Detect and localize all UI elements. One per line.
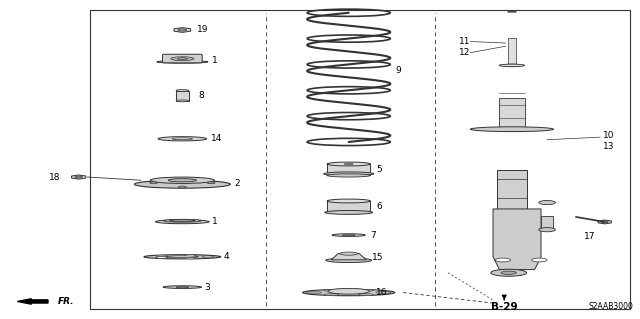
- Ellipse shape: [166, 256, 198, 258]
- FancyArrow shape: [17, 299, 48, 304]
- Ellipse shape: [75, 176, 83, 178]
- Ellipse shape: [170, 220, 195, 222]
- Text: 18: 18: [49, 173, 61, 182]
- Ellipse shape: [376, 292, 391, 293]
- Ellipse shape: [178, 29, 187, 31]
- Ellipse shape: [179, 186, 186, 188]
- Ellipse shape: [324, 172, 374, 176]
- FancyBboxPatch shape: [163, 54, 202, 63]
- Ellipse shape: [171, 57, 194, 61]
- Text: S2AAB3000: S2AAB3000: [589, 302, 634, 311]
- Ellipse shape: [532, 258, 547, 262]
- Text: 7: 7: [370, 231, 376, 240]
- Text: 8: 8: [198, 91, 204, 100]
- Ellipse shape: [324, 289, 339, 291]
- Ellipse shape: [158, 137, 207, 141]
- Ellipse shape: [326, 258, 372, 263]
- Ellipse shape: [157, 61, 208, 63]
- Text: 14: 14: [211, 134, 223, 143]
- Text: 15: 15: [372, 253, 384, 262]
- Ellipse shape: [184, 255, 196, 256]
- Ellipse shape: [539, 228, 556, 232]
- Ellipse shape: [331, 291, 367, 294]
- Ellipse shape: [601, 221, 608, 223]
- Ellipse shape: [202, 256, 214, 257]
- Polygon shape: [493, 209, 541, 270]
- Ellipse shape: [172, 138, 193, 140]
- Text: 9: 9: [396, 66, 401, 75]
- Ellipse shape: [327, 174, 371, 177]
- Ellipse shape: [156, 257, 168, 258]
- Text: 19: 19: [197, 26, 209, 34]
- Ellipse shape: [491, 269, 527, 276]
- Polygon shape: [72, 175, 86, 179]
- Text: B-29: B-29: [491, 302, 518, 312]
- Text: 4: 4: [224, 252, 230, 261]
- Ellipse shape: [499, 64, 525, 67]
- Ellipse shape: [177, 58, 188, 60]
- Ellipse shape: [495, 258, 511, 262]
- Ellipse shape: [470, 127, 554, 131]
- Ellipse shape: [134, 180, 230, 188]
- Ellipse shape: [168, 179, 196, 182]
- Text: 16: 16: [376, 288, 388, 297]
- Polygon shape: [598, 220, 611, 224]
- Text: 10: 10: [603, 131, 614, 140]
- Text: 2: 2: [235, 179, 241, 188]
- Polygon shape: [174, 28, 191, 32]
- Ellipse shape: [144, 255, 221, 259]
- Bar: [499, 98, 525, 131]
- Ellipse shape: [184, 257, 196, 259]
- Text: 12: 12: [460, 48, 471, 57]
- Ellipse shape: [150, 177, 214, 183]
- Bar: [508, 38, 516, 65]
- Bar: [541, 216, 554, 230]
- Text: 5: 5: [376, 165, 382, 174]
- Polygon shape: [331, 253, 366, 260]
- Ellipse shape: [327, 162, 371, 166]
- Ellipse shape: [332, 234, 365, 236]
- Ellipse shape: [539, 201, 556, 204]
- Text: 11: 11: [460, 37, 471, 46]
- Ellipse shape: [328, 288, 369, 294]
- Text: 1: 1: [212, 56, 218, 65]
- Ellipse shape: [358, 294, 374, 296]
- Bar: [497, 170, 527, 211]
- Text: 1: 1: [212, 217, 218, 226]
- Text: 6: 6: [376, 202, 382, 211]
- Ellipse shape: [324, 294, 339, 296]
- FancyBboxPatch shape: [176, 91, 189, 101]
- Ellipse shape: [358, 289, 374, 291]
- Ellipse shape: [164, 219, 201, 222]
- Ellipse shape: [176, 100, 189, 102]
- Text: FR.: FR.: [58, 297, 74, 306]
- Ellipse shape: [501, 271, 516, 274]
- Ellipse shape: [342, 234, 355, 236]
- Ellipse shape: [327, 199, 371, 203]
- Text: 3: 3: [205, 283, 211, 292]
- Text: 13: 13: [603, 142, 614, 151]
- Ellipse shape: [176, 90, 189, 92]
- Ellipse shape: [340, 252, 358, 255]
- Ellipse shape: [504, 64, 520, 67]
- Bar: [327, 164, 371, 174]
- Bar: [327, 201, 371, 212]
- Ellipse shape: [303, 289, 395, 296]
- Ellipse shape: [156, 220, 209, 224]
- Ellipse shape: [156, 255, 168, 257]
- Ellipse shape: [307, 292, 322, 293]
- Ellipse shape: [207, 182, 215, 184]
- Ellipse shape: [325, 211, 372, 214]
- Text: 17: 17: [584, 232, 596, 241]
- Ellipse shape: [163, 286, 202, 288]
- Ellipse shape: [344, 163, 353, 165]
- Ellipse shape: [150, 182, 157, 184]
- Bar: [90, 10, 630, 309]
